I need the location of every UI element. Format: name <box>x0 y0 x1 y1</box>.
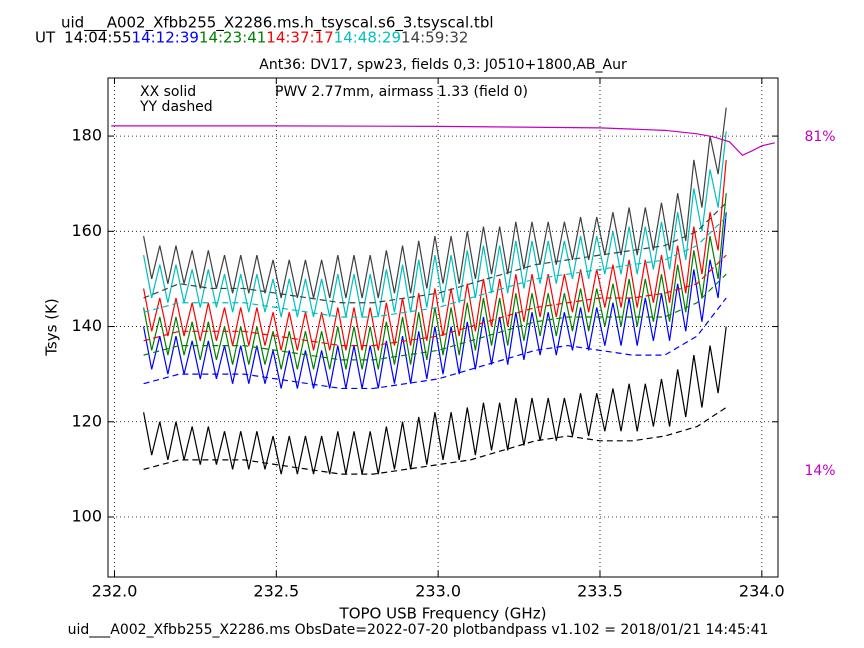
series-line-yy <box>143 202 727 304</box>
legend-entry: 14:23:41 <box>199 29 266 47</box>
plot-frame <box>107 77 779 578</box>
footer: uid___A002_Xfbb255_X2286.ms ObsDate=2022… <box>68 622 769 638</box>
series-line-yy <box>143 216 727 318</box>
legend-entry: 14:04:55 <box>64 29 131 47</box>
x-tick-label: 233.5 <box>577 582 623 601</box>
series-line-yy <box>143 273 727 361</box>
legend-text: XX solid <box>140 84 196 100</box>
chart-title: Ant36: DV17, spw23, fields 0,3: J0510+18… <box>259 57 627 73</box>
legend-entry: 14:12:39 <box>132 29 199 47</box>
y-axis-label: Tsys (K) <box>43 298 61 357</box>
y2-tick-label: 14% <box>804 463 835 479</box>
x-tick-label: 234.0 <box>739 582 785 601</box>
x-tick-label: 233.0 <box>415 582 461 601</box>
legend-text: YY dashed <box>139 99 213 115</box>
y-tick-label: 160 <box>71 221 102 240</box>
series-line-yy <box>143 297 727 390</box>
y-tick-label: 120 <box>71 411 102 430</box>
series-line-xx <box>143 326 727 475</box>
legend-entry: 14:37:17 <box>266 29 333 47</box>
legend-entry: 14:48:29 <box>334 29 401 47</box>
legend-entry: 14:59:32 <box>401 29 468 47</box>
series-line-yy <box>143 254 727 347</box>
ut-label: UT <box>35 29 56 47</box>
file-name: uid___A002_Xfbb255_X2286.ms.h_tsyscal.s6… <box>61 14 494 33</box>
series-line-xx <box>143 131 727 318</box>
annotation: PWV 2.77mm, airmass 1.33 (field 0) <box>275 84 528 100</box>
x-tick-label: 232.0 <box>92 582 138 601</box>
series-line-xx <box>143 159 727 351</box>
x-tick-label: 232.5 <box>253 582 299 601</box>
series-line-xx <box>143 107 727 299</box>
y2-tick-label: 81% <box>804 129 835 145</box>
x-axis-label: TOPO USB Frequency (GHz) <box>339 605 547 623</box>
pwv-line <box>111 125 775 156</box>
series-line-yy <box>143 406 727 475</box>
y-tick-label: 180 <box>71 126 102 145</box>
y-tick-label: 140 <box>71 316 102 335</box>
y-tick-label: 100 <box>71 507 102 526</box>
